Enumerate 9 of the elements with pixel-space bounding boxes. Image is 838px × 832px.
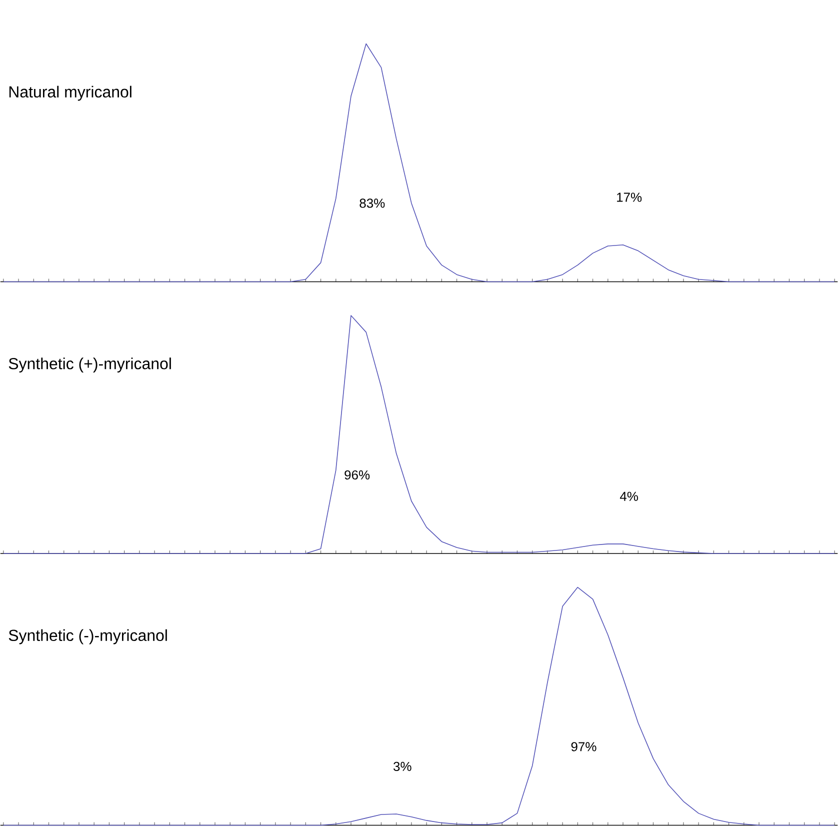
text: Synthetic (+)-myricanol [8, 358, 171, 372]
annotation: 3% [393, 762, 412, 772]
annotation: 4% [620, 492, 638, 501]
text: Synthetic (-)-myricanol [8, 629, 167, 644]
annotation: 96% [344, 470, 370, 480]
text: Natural myricanol [9, 86, 132, 101]
annotation: 97% [571, 742, 596, 752]
annotation: 83% [360, 198, 385, 208]
annotation: 17% [617, 192, 642, 202]
